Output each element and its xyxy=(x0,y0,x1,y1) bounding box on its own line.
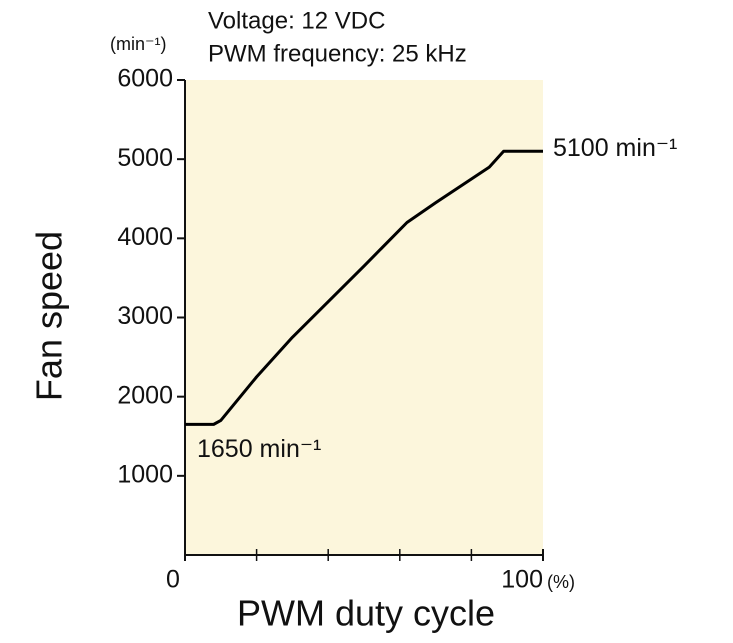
y-tick-label: 3000 xyxy=(117,302,173,330)
line-series xyxy=(185,149,543,426)
y-tick-label: 5000 xyxy=(117,144,173,172)
annotation: 1650 min⁻¹ xyxy=(197,435,321,463)
y-tick-label: 6000 xyxy=(117,65,173,93)
y-tick-label: 1000 xyxy=(117,460,173,488)
x-tick-label: 0 xyxy=(166,566,180,594)
x-unit: (%) xyxy=(547,572,575,592)
annotation: 5100 min⁻¹ xyxy=(553,134,677,162)
x-axis-label: PWM duty cycle xyxy=(237,593,495,634)
y-tick-label: 4000 xyxy=(117,223,173,251)
x-tick-label: 100 xyxy=(501,566,543,594)
plot-area xyxy=(185,80,543,555)
y-unit: (min⁻¹) xyxy=(110,34,167,54)
title-line: PWM frequency: 25 kHz xyxy=(208,40,467,67)
y-tick-label: 2000 xyxy=(117,381,173,409)
y-axis-label: Fan speed xyxy=(29,231,70,401)
title-line: Voltage: 12 VDC xyxy=(208,7,385,34)
